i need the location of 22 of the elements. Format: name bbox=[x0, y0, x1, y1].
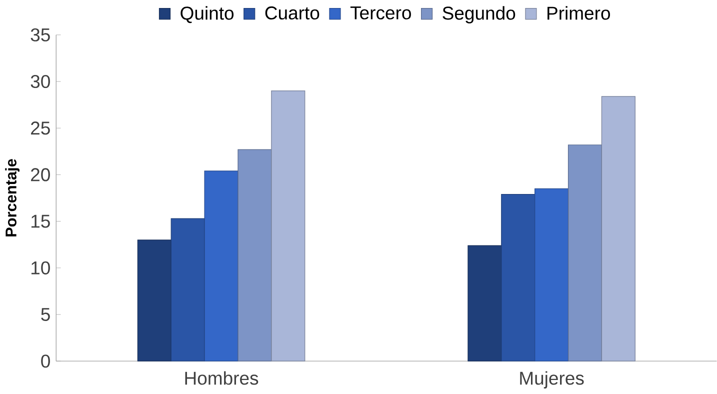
y-tick-label: 0 bbox=[41, 354, 50, 368]
y-tick-label: 25 bbox=[31, 122, 50, 135]
legend-label: Tercero bbox=[350, 6, 411, 20]
y-tick-label: 5 bbox=[41, 308, 50, 322]
bar bbox=[568, 144, 602, 362]
legend-label: Quinto bbox=[180, 6, 234, 24]
y-axis-title: Porcentaje bbox=[5, 159, 20, 237]
legend-label: Segundo bbox=[442, 6, 516, 24]
y-tick-label: 10 bbox=[32, 262, 50, 275]
y-tick-label: 20 bbox=[31, 168, 50, 182]
bar bbox=[601, 96, 636, 362]
y-tick-label: 35 bbox=[30, 28, 50, 42]
bar bbox=[204, 170, 238, 362]
y-tick-label: 15 bbox=[32, 215, 50, 228]
x-tick-label: Mujeres bbox=[520, 371, 584, 389]
bar bbox=[238, 149, 272, 362]
bar bbox=[534, 188, 569, 362]
bar bbox=[271, 90, 306, 362]
legend-label: Cuarto bbox=[265, 6, 320, 20]
x-tick-label: Hombres bbox=[185, 371, 258, 385]
legend-label: Primero bbox=[548, 6, 610, 20]
y-tick-label: 30 bbox=[30, 75, 50, 88]
